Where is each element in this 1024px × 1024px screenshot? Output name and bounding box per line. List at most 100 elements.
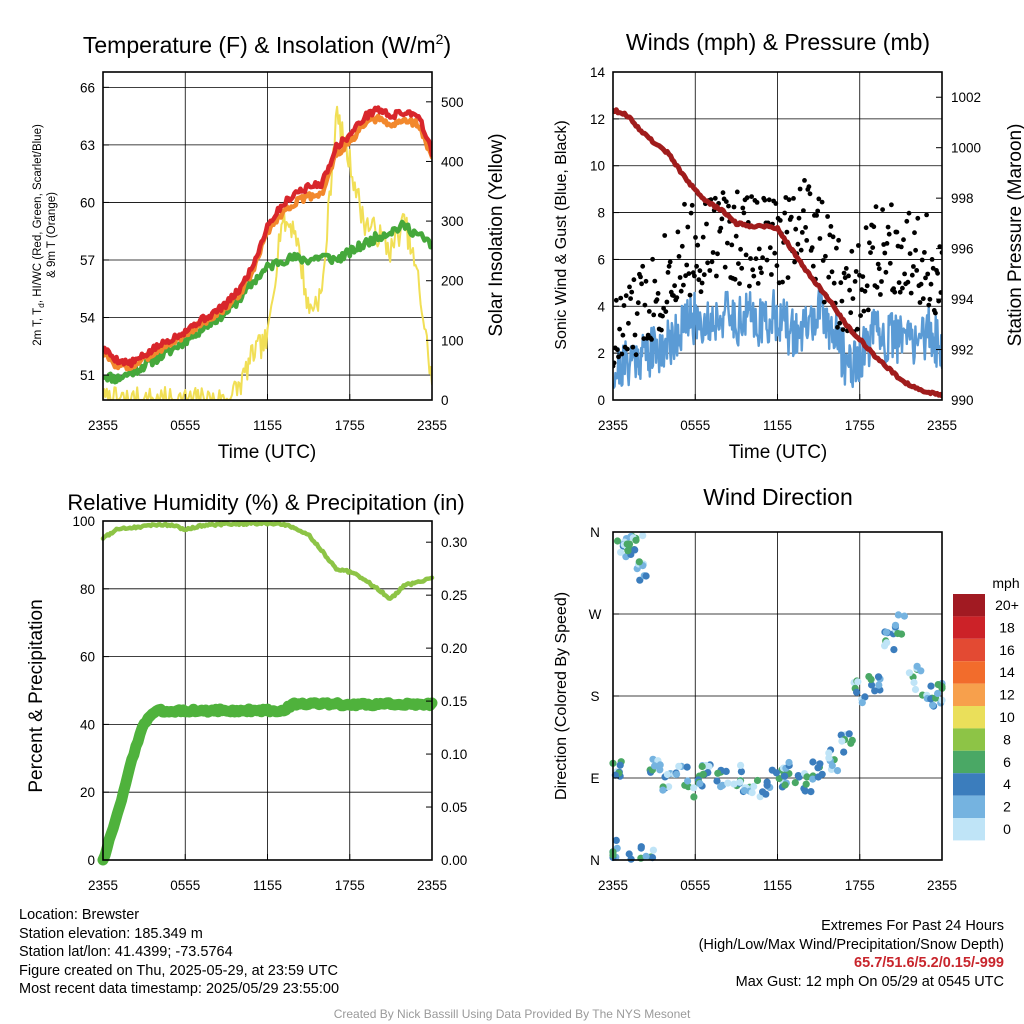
direction-point xyxy=(803,773,811,781)
gust-point xyxy=(737,281,742,286)
gust-point xyxy=(906,210,912,216)
gust-point xyxy=(819,199,825,205)
gust-point xyxy=(718,225,724,231)
rh-title: Relative Humidity (%) & Precipitation (i… xyxy=(67,490,464,515)
legend-title: mph xyxy=(992,575,1019,591)
gust-point xyxy=(806,184,812,190)
gust-point xyxy=(875,261,881,267)
direction-point xyxy=(882,628,891,636)
gust-point xyxy=(700,234,706,240)
rh-left-tick-label: 0 xyxy=(87,853,95,868)
gust-point xyxy=(766,197,772,203)
gust-point xyxy=(725,240,730,246)
gust-point xyxy=(853,269,859,274)
figure-created: Figure created on Thu, 2025-05-29, at 23… xyxy=(19,962,338,979)
gust-point xyxy=(705,260,710,266)
gust-point xyxy=(627,284,632,290)
insolation-line xyxy=(103,105,432,400)
max-gust: Max Gust: 12 mph On 05/29 at 0545 UTC xyxy=(735,973,1004,990)
gust-point xyxy=(830,234,836,240)
gust-point xyxy=(654,297,660,303)
gust-point xyxy=(736,261,741,266)
direction-point xyxy=(737,761,745,770)
sonic-wind-line xyxy=(613,287,942,389)
gust-point xyxy=(798,247,804,253)
direction-point xyxy=(848,736,856,745)
temperature-left-tick-label: 63 xyxy=(80,138,95,153)
direction-point xyxy=(636,576,644,584)
gust-point xyxy=(732,276,738,282)
gust-point xyxy=(905,279,911,285)
direction-point xyxy=(929,701,937,709)
direction-point xyxy=(651,762,659,770)
legend-swatch xyxy=(953,661,985,684)
gust-point xyxy=(926,302,932,308)
gust-point xyxy=(675,229,681,235)
gust-point xyxy=(797,186,803,192)
gust-point xyxy=(739,265,745,271)
temperature-right-tick-label: 500 xyxy=(441,95,464,110)
temperature-right-tick-label: 0 xyxy=(441,393,449,408)
gust-point xyxy=(882,250,888,256)
direction-point xyxy=(890,646,898,654)
direction-point xyxy=(690,793,698,801)
gust-point xyxy=(695,242,701,248)
gust-point xyxy=(885,224,891,230)
gust-point xyxy=(777,218,783,223)
direction-point xyxy=(675,762,683,770)
direction-point xyxy=(809,775,817,783)
direction-point xyxy=(807,788,815,796)
dir-xtick-label: 0555 xyxy=(680,878,710,893)
extremes-heading: Extremes For Past 24 Hours xyxy=(821,918,1004,934)
gust-point xyxy=(854,326,860,332)
direction-point xyxy=(828,761,836,770)
gust-point xyxy=(799,230,805,235)
direction-point xyxy=(631,546,639,554)
gust-point xyxy=(826,274,832,280)
gust-point xyxy=(871,224,877,230)
gust-point xyxy=(825,214,830,219)
rh-grid xyxy=(184,521,351,860)
gust-point xyxy=(734,189,740,195)
direction-point xyxy=(642,852,650,860)
legend-swatch xyxy=(953,750,985,774)
gust-point xyxy=(635,300,641,306)
pressure-line xyxy=(613,107,942,399)
legend-label: 16 xyxy=(999,642,1015,658)
temperature-ylabel-left: 2m T, Td, HI/WC (Red, Green, Scarlet/Blu… xyxy=(32,124,46,346)
legend-swatch xyxy=(953,638,985,662)
gust-point xyxy=(678,288,684,294)
legend-label: 14 xyxy=(999,664,1015,680)
temperature-title: Temperature (F) & Insolation (W/m2) xyxy=(83,31,451,58)
gust-point xyxy=(743,252,749,258)
rh-line xyxy=(100,521,435,601)
direction-point xyxy=(781,781,789,789)
gust-point xyxy=(935,270,940,276)
gust-point xyxy=(696,277,702,283)
gust-point xyxy=(810,263,816,269)
gust-point xyxy=(849,248,855,254)
gust-point xyxy=(704,221,709,227)
legend-label: 20+ xyxy=(995,597,1019,613)
dewpoint-line xyxy=(103,219,432,385)
gust-point xyxy=(631,277,637,283)
direction-point xyxy=(753,776,762,785)
gust-point xyxy=(733,233,739,239)
gust-point xyxy=(684,262,690,268)
direction-point xyxy=(871,687,879,695)
temperature-panel: Temperature (F) & Insolation (W/m2) 2m T… xyxy=(32,31,507,463)
gust-point xyxy=(747,283,752,289)
direction-point xyxy=(714,769,722,777)
gust-point xyxy=(772,250,778,256)
temperature-xtick-label: 2355 xyxy=(417,418,447,433)
dir-xtick-label: 2355 xyxy=(598,878,628,893)
rh-right-tick-label: 0.20 xyxy=(441,641,467,656)
gust-point xyxy=(937,244,942,249)
gust-point xyxy=(773,201,779,206)
gust-point xyxy=(834,245,839,251)
gust-point xyxy=(719,216,725,222)
gust-point xyxy=(912,230,917,236)
wind-left-tick-label: 8 xyxy=(597,206,605,221)
gust-point xyxy=(864,283,870,289)
direction-point xyxy=(816,760,824,768)
